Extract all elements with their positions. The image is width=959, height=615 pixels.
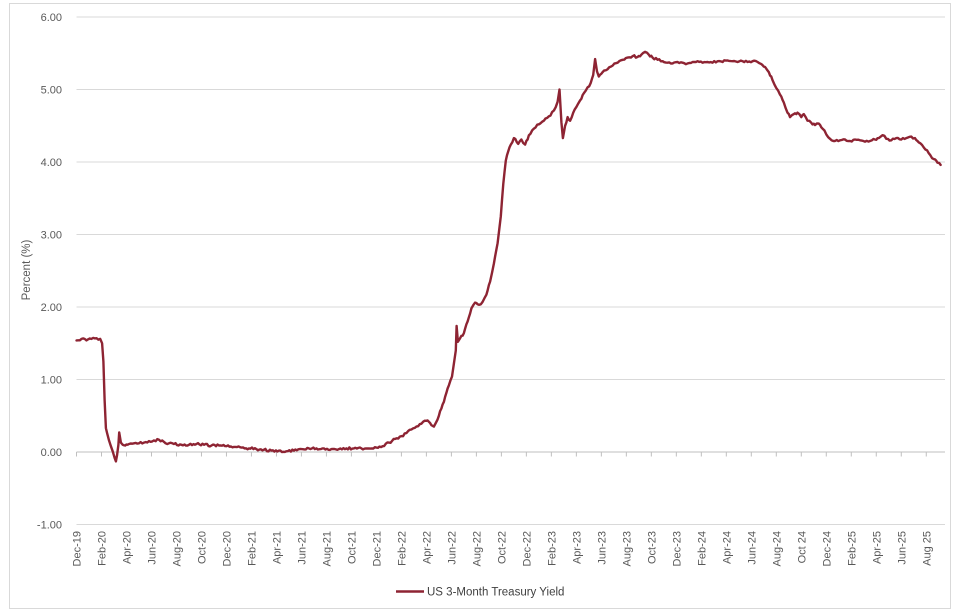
x-tick-label: Jun-23 <box>596 531 608 565</box>
x-tick-label: Apr-25 <box>871 531 883 564</box>
x-tick-label: Oct-23 <box>646 531 658 564</box>
x-axis-tick-labels: Dec-19 Feb-20 Apr-20 Jun-20 Aug-20 Oct-20 Dec-… <box>72 531 934 566</box>
chart-border <box>9 3 951 609</box>
y-axis-title: Percent (%) <box>21 239 33 300</box>
series-lines <box>75 50 942 463</box>
x-tick-label: Feb-23 <box>546 531 558 566</box>
x-tick-label: Jun-21 <box>296 531 308 565</box>
y-axis-tick-labels: 6.00 5.00 4.00 3.00 2.00 1.00 0.00 -1.00 <box>37 12 62 532</box>
x-tick-label: Aug 25 <box>921 531 933 566</box>
x-tick-label: Apr-24 <box>721 531 733 564</box>
x-tick-label: Dec-23 <box>671 531 683 566</box>
legend-label: US 3-Month Treasury Yield <box>427 587 564 599</box>
x-tick-label: Dec-24 <box>821 531 833 566</box>
x-tick-label: Dec-19 <box>72 531 84 566</box>
x-tick-label: Oct 24 <box>796 531 808 563</box>
x-tick-label: Oct-20 <box>196 531 208 564</box>
x-tick-label: Jun-24 <box>746 531 758 565</box>
y-tick-label: 0.00 <box>41 447 62 459</box>
x-tick-label: Dec-21 <box>371 531 383 566</box>
y-tick-label: 2.00 <box>41 302 62 314</box>
x-tick-label: Aug-21 <box>321 531 333 566</box>
x-tick-label: Feb-25 <box>846 531 858 566</box>
x-tick-label: Dec-22 <box>521 531 533 566</box>
y-tick-label: -1.00 <box>37 520 62 532</box>
y-tick-label: 4.00 <box>41 157 62 169</box>
x-tick-label: Aug-22 <box>471 531 483 566</box>
gridlines <box>76 16 945 525</box>
y-tick-label: 6.00 <box>41 12 62 24</box>
x-tick-label: Apr-20 <box>121 531 133 564</box>
x-tick-label: Oct-22 <box>496 531 508 564</box>
x-tick-label: Jun-25 <box>896 531 908 565</box>
x-tick-label: Oct-21 <box>346 531 358 564</box>
y-tick-label: 5.00 <box>41 85 62 97</box>
treasury-yield-series-line <box>75 50 942 463</box>
x-tick-label: Aug-24 <box>771 531 783 566</box>
legend: US 3-Month Treasury Yield <box>396 587 564 599</box>
x-tick-label: Feb-21 <box>246 531 258 566</box>
x-tick-label: Aug-20 <box>171 531 183 566</box>
x-tick-label: Aug-23 <box>621 531 633 566</box>
x-axis <box>76 451 945 457</box>
x-tick-label: Jun-20 <box>146 531 158 565</box>
x-tick-label: Dec-20 <box>221 531 233 566</box>
y-tick-label: 1.00 <box>41 375 62 387</box>
x-tick-label: Apr-21 <box>271 531 283 564</box>
x-tick-label: Apr-22 <box>421 531 433 564</box>
x-tick-label: Feb-20 <box>96 531 108 566</box>
x-tick-label: Jun-22 <box>446 531 458 565</box>
y-tick-label: 3.00 <box>41 230 62 242</box>
x-tick-label: Apr-23 <box>571 531 583 564</box>
x-tick-label: Feb-22 <box>396 531 408 566</box>
x-tick-label: Feb-24 <box>696 531 708 566</box>
